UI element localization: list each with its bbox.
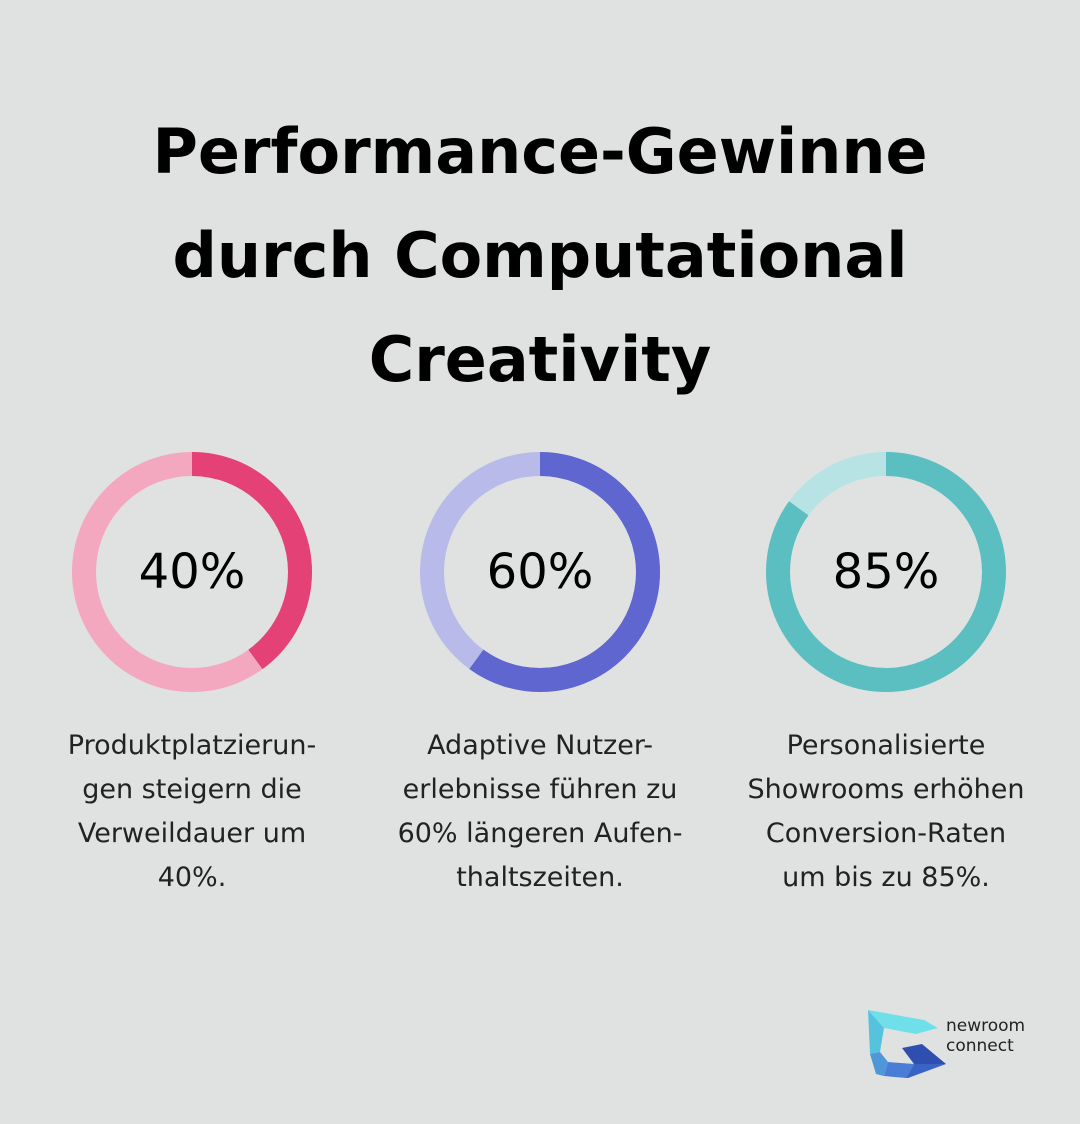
donut-ring-2 [420,452,660,692]
stat-description-3: Personalisierte Showrooms erhöhen Conver… [721,724,1051,900]
stat-description-1: Produktplatzierun- gen steigern die Verw… [27,724,357,900]
description-line: Produktplatzierun- [67,730,317,761]
stat-description-2: Adaptive Nutzer- erlebnisse führen zu 60… [375,724,705,900]
percent-value: 60% [486,544,594,600]
description-line: thaltszeiten. [456,862,624,893]
title-line-1: Performance-Gewinne [152,115,928,188]
description-line: gen steigern die [82,774,302,805]
logo-line: newroom [946,1016,1026,1036]
donut-chart-2: 60% [420,452,660,692]
description-line: 40%. [157,862,227,893]
percent-value: 85% [832,544,940,600]
description-line: Showrooms erhöhen [747,774,1025,805]
percent-value: 40% [138,544,246,600]
description-line: Verweildauer um [77,818,307,849]
logo-wordmark: newroom connect [946,1016,1025,1056]
description-line: Adaptive Nutzer- [427,730,653,761]
logo-line: connect [946,1036,1014,1056]
description-line: erlebnisse führen zu [402,774,678,805]
description-line: Conversion-Raten [765,818,1007,849]
description-line: Personalisierte [786,730,986,761]
donut-chart-1: 40% [72,452,312,692]
title-line-2: durch Computational [172,219,908,292]
description-line: um bis zu 85%. [782,862,990,893]
page-title: Performance-Gewinne durch Computational … [0,100,1080,412]
donut-chart-3: 85% [766,452,1006,692]
description-line: 60% längeren Aufen- [397,818,683,849]
title-line-3: Creativity [368,323,712,396]
newroom-connect-logo-icon [868,1010,946,1078]
donut-ring-3 [766,452,1006,692]
donut-ring-1 [72,452,312,692]
